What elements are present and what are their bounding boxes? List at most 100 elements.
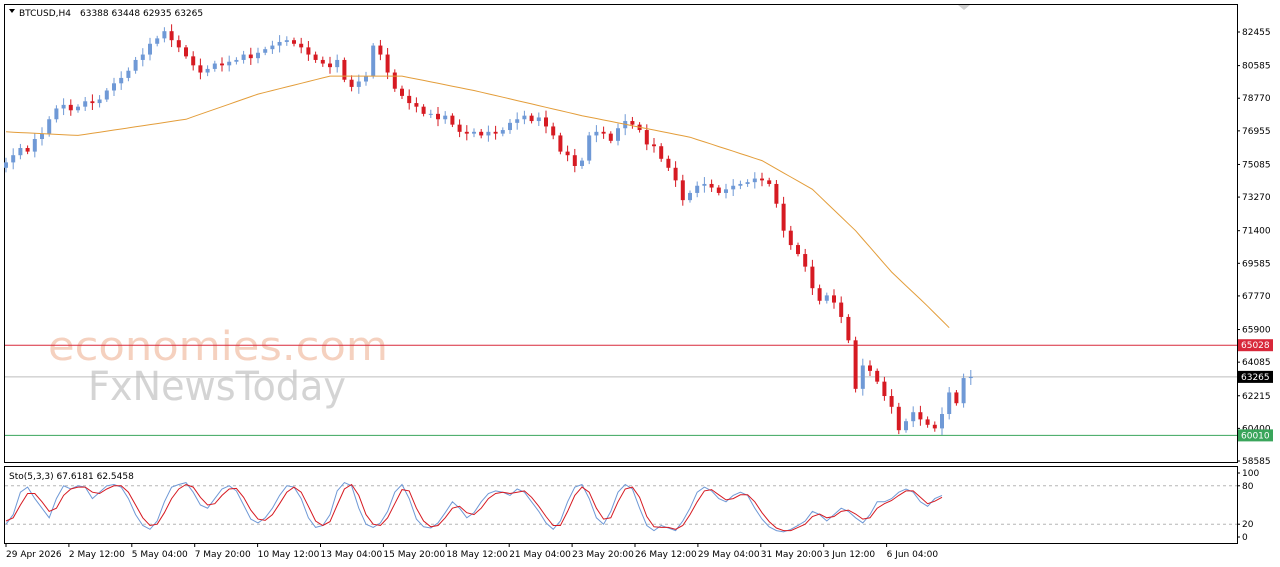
candle-bear bbox=[565, 151, 570, 156]
candle-bear bbox=[896, 406, 901, 431]
level-tag-current: 63265 bbox=[1241, 373, 1270, 383]
candle-bull bbox=[522, 115, 527, 120]
candle-bull bbox=[47, 119, 52, 134]
candle-bear bbox=[90, 101, 95, 104]
candle-bull bbox=[263, 49, 268, 53]
stoch-level-lines bbox=[5, 485, 1237, 525]
price-tick-label: 73270 bbox=[1242, 193, 1271, 203]
candle-bear bbox=[889, 396, 894, 407]
candle-bear bbox=[292, 40, 296, 44]
level-tag-support: 60010 bbox=[1241, 431, 1270, 441]
time-tick-label: 3 Jun 12:00 bbox=[824, 550, 876, 560]
candle-bull bbox=[515, 119, 520, 123]
time-tick-label: 21 May 04:00 bbox=[509, 550, 571, 560]
scroll-marker-icon[interactable] bbox=[958, 5, 970, 10]
level-tag-resistance: 65028 bbox=[1241, 341, 1270, 351]
price-tick-label: 80585 bbox=[1242, 62, 1271, 72]
candle-bear bbox=[544, 117, 548, 127]
candle-bear bbox=[313, 54, 318, 60]
candle-bull bbox=[155, 38, 160, 44]
candle-bear bbox=[796, 245, 800, 255]
level-tag-bg-current bbox=[1238, 370, 1273, 383]
candle-bear bbox=[328, 63, 332, 68]
candle-bull bbox=[364, 76, 368, 82]
candle-bull bbox=[824, 295, 829, 301]
candle-bear bbox=[817, 288, 822, 301]
candle-bull bbox=[904, 421, 908, 431]
candle-bull bbox=[911, 412, 916, 422]
candle-bear bbox=[248, 54, 253, 59]
stoch-label: Sto(5,3,3) 67.6181 62.5458 bbox=[9, 472, 134, 482]
candle-bull bbox=[148, 43, 152, 55]
time-tick-label: 2 May 12:00 bbox=[69, 550, 125, 560]
candle-bear bbox=[608, 133, 613, 141]
time-tick-label: 13 May 04:00 bbox=[321, 550, 383, 560]
time-tick-label: 7 May 20:00 bbox=[195, 550, 251, 560]
price-tick-label: 71400 bbox=[1242, 227, 1271, 237]
candle-bear bbox=[558, 135, 563, 152]
time-tick-label: 5 May 04:00 bbox=[132, 550, 188, 560]
candle-bear bbox=[875, 370, 880, 382]
price-tick-label: 67770 bbox=[1242, 292, 1271, 302]
candle-bull bbox=[4, 162, 8, 168]
candle-bear bbox=[551, 126, 556, 136]
time-tick-label: 6 Jun 04:00 bbox=[887, 550, 939, 560]
candle-bear bbox=[349, 79, 354, 87]
candle-bear bbox=[464, 131, 469, 134]
candle-bear bbox=[378, 45, 383, 55]
candle-bull bbox=[61, 104, 66, 109]
candle-bull bbox=[508, 122, 512, 131]
price-tick-label: 76955 bbox=[1242, 127, 1271, 137]
time-tick-label: 29 May 04:00 bbox=[698, 550, 760, 560]
candle-bear bbox=[644, 130, 649, 145]
candle-bear bbox=[882, 381, 887, 397]
candle-bear bbox=[450, 115, 455, 125]
time-tick-label: 23 May 20:00 bbox=[572, 550, 634, 560]
candle-bull bbox=[32, 139, 37, 152]
candle-bear bbox=[169, 31, 174, 41]
candle-bear bbox=[306, 47, 311, 55]
candle-bear bbox=[774, 183, 779, 204]
time-tick-label: 18 May 12:00 bbox=[446, 550, 508, 560]
candle-bull bbox=[284, 40, 289, 42]
candle-bull bbox=[212, 63, 217, 69]
candle-bear bbox=[918, 412, 923, 420]
stoch-tick-label: 100 bbox=[1242, 469, 1259, 479]
candle-bull bbox=[140, 54, 145, 60]
candle-bull bbox=[580, 160, 584, 166]
candle-bear bbox=[680, 180, 685, 201]
candle-bear bbox=[839, 302, 844, 317]
stoch-tick-label: 0 bbox=[1242, 533, 1248, 543]
candle-bull bbox=[947, 392, 952, 415]
candle-bear bbox=[760, 178, 764, 181]
candle-bull bbox=[486, 131, 491, 136]
price-tick-label: 69585 bbox=[1242, 259, 1271, 269]
symbol-menu-arrow-icon[interactable] bbox=[9, 9, 15, 13]
stoch-panel-frame bbox=[4, 466, 1238, 544]
candle-bear bbox=[601, 131, 606, 134]
candle-bull bbox=[472, 131, 476, 134]
candle-bear bbox=[414, 103, 419, 107]
candle-bull bbox=[356, 81, 361, 87]
candle-bear bbox=[709, 183, 714, 188]
candle-bear bbox=[925, 419, 930, 425]
candle-bear bbox=[810, 266, 815, 289]
candle-bull bbox=[40, 133, 44, 140]
candle-bear bbox=[392, 72, 397, 89]
candle-bull bbox=[162, 31, 167, 39]
candle-bear bbox=[436, 113, 440, 120]
stoch-tick-label: 20 bbox=[1242, 520, 1254, 530]
candle-bear bbox=[630, 121, 635, 125]
candle-bull bbox=[112, 83, 116, 91]
candle-bear bbox=[176, 40, 181, 48]
price-tick-label: 62215 bbox=[1242, 392, 1271, 402]
candle-bear bbox=[342, 59, 347, 80]
candle-bear bbox=[184, 47, 188, 57]
candle-bull bbox=[119, 77, 124, 84]
candle-bull bbox=[738, 183, 743, 186]
candle-bull bbox=[335, 59, 340, 68]
candle-bull bbox=[270, 45, 275, 50]
candle-bull bbox=[500, 130, 505, 134]
candle-bear bbox=[716, 187, 721, 193]
